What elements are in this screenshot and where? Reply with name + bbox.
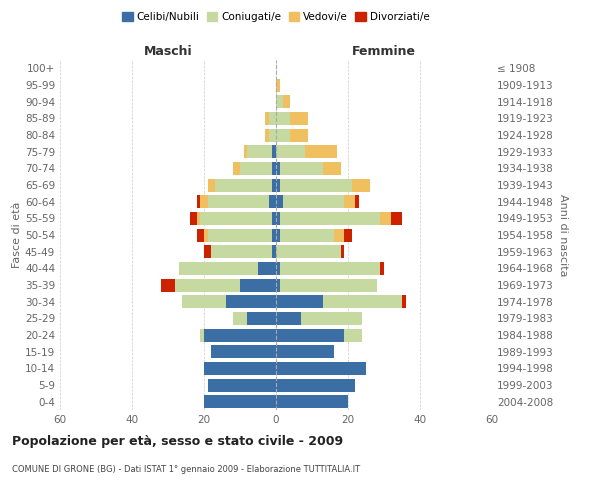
Bar	[280, 262, 380, 275]
Bar	[341, 245, 344, 258]
Bar	[197, 195, 200, 208]
Bar	[265, 112, 269, 125]
Bar	[240, 162, 272, 175]
Bar	[280, 228, 334, 241]
Bar	[233, 162, 240, 175]
Bar	[233, 312, 247, 325]
Bar	[204, 328, 276, 342]
Bar	[272, 178, 276, 192]
Bar	[276, 178, 280, 192]
Bar	[211, 345, 276, 358]
Bar	[204, 228, 208, 241]
Text: Popolazione per età, sesso e stato civile - 2009: Popolazione per età, sesso e stato civil…	[12, 435, 343, 448]
Bar	[208, 178, 215, 192]
Y-axis label: Anni di nascita: Anni di nascita	[557, 194, 568, 276]
Bar	[344, 328, 362, 342]
Legend: Celibi/Nubili, Coniugati/e, Vedovi/e, Divorziati/e: Celibi/Nubili, Coniugati/e, Vedovi/e, Di…	[118, 8, 434, 26]
Bar	[276, 228, 280, 241]
Bar	[190, 212, 197, 225]
Bar	[197, 228, 204, 241]
Bar	[276, 278, 280, 291]
Bar	[204, 245, 211, 258]
Bar	[276, 395, 348, 408]
Bar	[272, 228, 276, 241]
Bar	[276, 112, 290, 125]
Bar	[240, 278, 276, 291]
Bar	[258, 262, 276, 275]
Bar	[182, 295, 226, 308]
Bar	[283, 95, 290, 108]
Bar	[402, 295, 406, 308]
Bar	[280, 178, 352, 192]
Bar	[280, 212, 380, 225]
Bar	[269, 112, 276, 125]
Bar	[380, 212, 391, 225]
Bar	[283, 195, 344, 208]
Bar	[276, 245, 341, 258]
Bar	[334, 228, 344, 241]
Bar	[215, 178, 272, 192]
Bar	[290, 128, 308, 141]
Bar	[301, 312, 362, 325]
Bar	[200, 212, 272, 225]
Bar	[208, 195, 269, 208]
Bar	[269, 195, 276, 208]
Text: Femmine: Femmine	[352, 44, 416, 58]
Bar	[290, 112, 308, 125]
Bar	[247, 145, 272, 158]
Bar	[179, 262, 258, 275]
Bar	[204, 362, 276, 375]
Bar	[276, 262, 280, 275]
Text: Maschi: Maschi	[143, 44, 193, 58]
Bar	[380, 262, 384, 275]
Bar	[272, 245, 276, 258]
Bar	[269, 128, 276, 141]
Bar	[276, 362, 366, 375]
Bar	[200, 328, 204, 342]
Bar	[355, 195, 359, 208]
Bar	[175, 278, 240, 291]
Bar	[323, 162, 341, 175]
Bar	[276, 345, 334, 358]
Bar	[391, 212, 402, 225]
Bar	[265, 128, 269, 141]
Bar	[276, 195, 283, 208]
Bar	[244, 145, 247, 158]
Text: COMUNE DI GRONE (BG) - Dati ISTAT 1° gennaio 2009 - Elaborazione TUTTITALIA.IT: COMUNE DI GRONE (BG) - Dati ISTAT 1° gen…	[12, 465, 360, 474]
Bar	[276, 312, 301, 325]
Bar	[204, 395, 276, 408]
Bar	[276, 78, 280, 92]
Bar	[272, 162, 276, 175]
Bar	[247, 312, 276, 325]
Bar	[276, 212, 280, 225]
Bar	[208, 378, 276, 392]
Y-axis label: Fasce di età: Fasce di età	[12, 202, 22, 268]
Bar	[272, 212, 276, 225]
Bar	[197, 212, 200, 225]
Bar	[344, 195, 355, 208]
Bar	[272, 145, 276, 158]
Bar	[276, 378, 355, 392]
Bar	[276, 145, 305, 158]
Bar	[211, 245, 272, 258]
Bar	[280, 162, 323, 175]
Bar	[323, 295, 402, 308]
Bar	[276, 128, 290, 141]
Bar	[352, 178, 370, 192]
Bar	[280, 278, 377, 291]
Bar	[305, 145, 337, 158]
Bar	[200, 195, 208, 208]
Bar	[276, 162, 280, 175]
Bar	[276, 328, 344, 342]
Bar	[226, 295, 276, 308]
Bar	[276, 95, 283, 108]
Bar	[276, 295, 323, 308]
Bar	[161, 278, 175, 291]
Bar	[344, 228, 352, 241]
Bar	[208, 228, 272, 241]
